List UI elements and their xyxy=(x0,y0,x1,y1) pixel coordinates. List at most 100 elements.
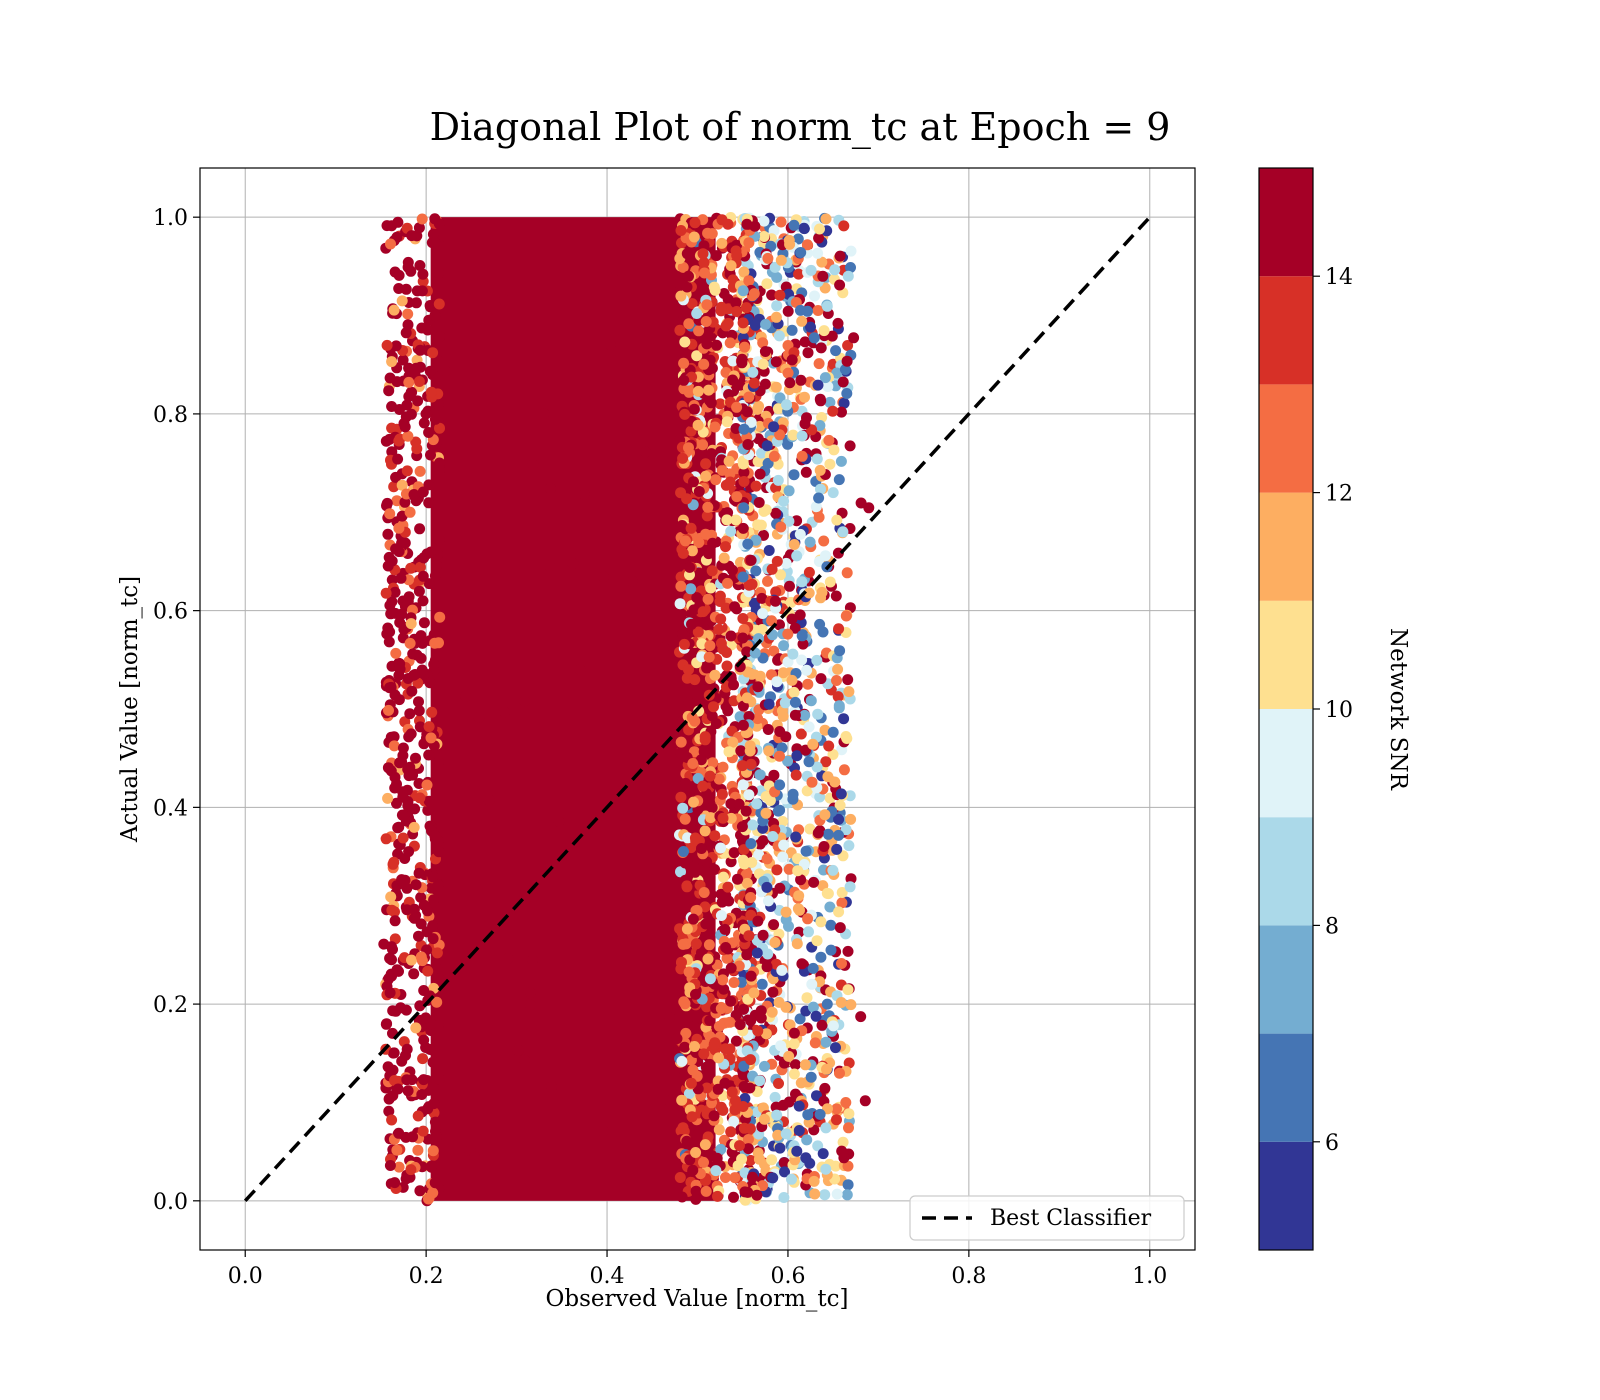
scatter-point xyxy=(780,557,792,569)
scatter-point xyxy=(793,1125,805,1136)
scatter-point xyxy=(801,412,812,424)
scatter-point xyxy=(750,565,762,577)
scatter-point xyxy=(420,1012,432,1024)
scatter-point xyxy=(677,802,689,814)
scatter-point xyxy=(741,1045,753,1057)
scatter-point xyxy=(483,794,495,806)
scatter-point xyxy=(802,678,814,690)
scatter-point xyxy=(686,545,698,557)
scatter-point xyxy=(679,1041,691,1053)
scatter-point xyxy=(723,746,735,758)
scatter-point xyxy=(812,247,824,259)
scatter-point xyxy=(725,260,737,272)
scatter-point xyxy=(784,377,796,389)
scatter-point xyxy=(805,264,817,276)
scatter-point xyxy=(805,1071,817,1083)
scatter-point xyxy=(744,1154,756,1166)
scatter-point xyxy=(717,761,729,773)
scatter-point xyxy=(697,248,709,260)
scatter-point xyxy=(425,732,437,744)
scatter-point xyxy=(689,866,701,878)
scatter-point xyxy=(838,220,850,232)
scatter-point xyxy=(743,275,755,287)
y-tick-label: 0.0 xyxy=(153,1190,188,1215)
scatter-point xyxy=(675,866,686,878)
scatter-point xyxy=(821,1063,832,1075)
scatter-point xyxy=(789,1059,801,1071)
scatter-point xyxy=(774,429,786,441)
scatter-point xyxy=(783,515,795,527)
scatter-point xyxy=(807,738,819,750)
scatter-point xyxy=(527,891,539,903)
scatter-point xyxy=(820,1036,832,1048)
scatter-point xyxy=(737,700,749,712)
scatter-point xyxy=(405,618,417,630)
scatter-point xyxy=(839,364,851,375)
scatter-point xyxy=(678,383,690,395)
scatter-point xyxy=(777,816,789,827)
scatter-point xyxy=(718,983,730,995)
x-tick-label: 1.0 xyxy=(1132,1264,1167,1289)
scatter-point xyxy=(433,973,445,985)
scatter-point xyxy=(840,1097,852,1108)
scatter-point xyxy=(425,449,436,461)
scatter-point xyxy=(423,497,435,509)
scatter-point xyxy=(698,887,710,898)
scatter-point xyxy=(433,637,444,649)
legend-entry-best-classifier: Best Classifier xyxy=(990,1206,1152,1231)
scatter-point xyxy=(759,346,771,357)
scatter-point xyxy=(737,854,749,866)
scatter-point xyxy=(683,442,694,454)
scatter-point xyxy=(414,721,426,733)
scatter-point xyxy=(428,659,440,670)
scatter-point xyxy=(546,1081,558,1093)
scatter-point xyxy=(421,779,433,791)
scatter-point xyxy=(705,448,717,460)
scatter-point xyxy=(527,459,539,471)
scatter-point xyxy=(803,721,815,733)
scatter-point xyxy=(832,691,844,703)
scatter-point xyxy=(808,332,820,344)
scatter-point xyxy=(813,511,825,523)
scatter-point xyxy=(831,514,843,526)
scatter-point xyxy=(709,284,721,296)
scatter-point xyxy=(698,1039,710,1051)
scatter-point xyxy=(416,664,428,676)
scatter-point xyxy=(429,1177,441,1189)
scatter-point xyxy=(833,813,845,825)
scatter-point xyxy=(499,706,511,718)
scatter-point xyxy=(688,604,700,616)
legend-box xyxy=(909,1195,1185,1241)
scatter-point xyxy=(770,507,782,519)
scatter-point xyxy=(412,395,424,407)
y-tick-label: 0.8 xyxy=(153,403,188,428)
scatter-point xyxy=(751,798,763,810)
scatter-point xyxy=(836,958,847,969)
scatter-point xyxy=(720,942,732,953)
scatter-point xyxy=(429,213,441,225)
scatter-point xyxy=(410,1022,422,1034)
scatter-point xyxy=(783,234,795,246)
scatter-point xyxy=(704,1058,716,1070)
scatter-point xyxy=(716,464,728,476)
scatter-point xyxy=(827,1020,839,1032)
scatter-point xyxy=(699,1139,711,1151)
scatter-point xyxy=(687,913,699,925)
scatter-point xyxy=(405,1164,417,1176)
scatter-point xyxy=(716,788,728,800)
scatter-point xyxy=(768,421,780,433)
scatter-point xyxy=(401,399,413,411)
scatter-point xyxy=(689,674,701,686)
scatter-point xyxy=(392,453,404,465)
scatter-point xyxy=(675,225,687,236)
scatter-point xyxy=(841,1189,853,1201)
scatter-point xyxy=(794,609,806,621)
scatter-point xyxy=(841,388,853,399)
scatter-point xyxy=(762,724,774,735)
scatter-point xyxy=(703,384,715,396)
scatter-point xyxy=(721,514,733,526)
scatter-point xyxy=(422,1133,434,1145)
scatter-point xyxy=(719,356,731,367)
scatter-point xyxy=(678,357,690,369)
scatter-point xyxy=(752,519,764,531)
